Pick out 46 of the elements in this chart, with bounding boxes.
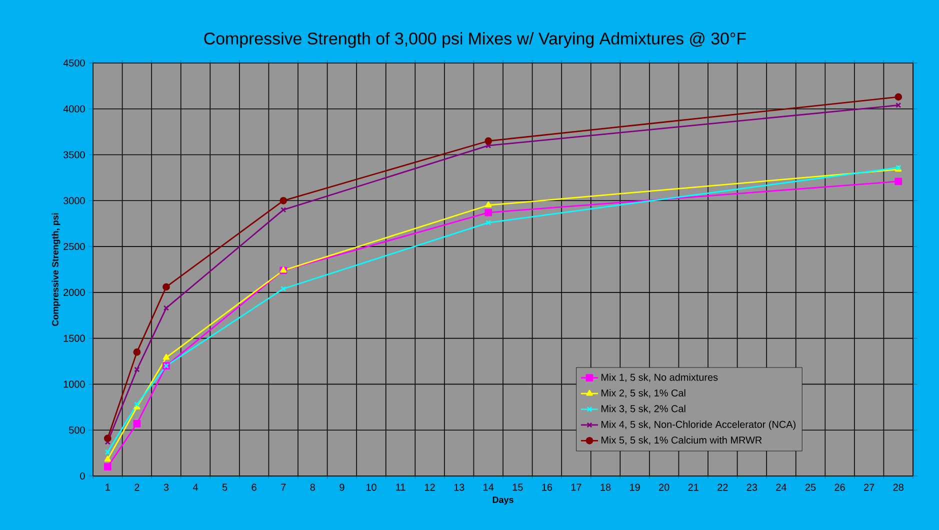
x-tick-label: 19 [630,484,640,491]
x-tick-label: 8 [310,484,315,491]
x-tick-label: 4 [192,484,198,491]
x-tick-label: 27 [864,484,874,491]
y-tick-label: 3000 [63,197,85,204]
x-tick-label: 14 [484,484,494,491]
x-tick-label: 26 [834,484,845,491]
x-tick-label: 20 [659,484,670,491]
x-tick-label: 18 [600,484,611,491]
x-tick-label: 15 [512,484,523,491]
x-tick-label: 23 [746,484,758,491]
x-tick-label: 25 [805,484,816,491]
x-tick-label: 5 [222,484,228,491]
y-tick-label: 2500 [64,243,85,250]
x-tick-label: 11 [396,484,406,491]
chart-title: Compressive Strength of 3,000 psi Mixes w/ Varying Admixtures @ 30°F [204,32,746,48]
y-tick-label: 0 [80,472,85,480]
x-tick-label: 2 [134,484,140,491]
x-tick-label: 22 [718,484,728,491]
y-tick-label: 4500 [63,59,85,67]
legend-label: Mix 1, 5 sk, No admixtures [602,374,718,382]
x-tick-label: 21 [688,484,698,491]
y-tick-label: 500 [69,426,85,434]
x-axis-title: Days [492,496,514,505]
x-tick-label: 24 [776,484,786,491]
x-tick-label: 6 [252,484,256,491]
legend-label: Mix 4, 5 sk, Non-Chloride Accelerator (NCA) [602,420,796,430]
x-tick-label: 13 [454,484,464,491]
y-tick-label: 1500 [64,334,85,342]
y-tick-label: 1000 [64,380,85,388]
x-tick-label: 10 [366,484,376,491]
y-tick-label: 4000 [63,105,85,112]
x-tick-label: 9 [340,484,344,491]
x-tick-label: 1 [106,484,110,491]
x-tick-label: 28 [893,484,904,491]
y-tick-label: 2000 [64,288,85,296]
legend-label: Mix 3, 5 sk, 2% Cal [602,404,686,414]
y-tick-label: 3500 [63,151,85,158]
legend-label: Mix 5, 5 sk, 1% Calcium with MRWR [602,436,762,445]
x-tick-label: 12 [425,484,435,491]
y-axis-title: Compressive Strength, psi [52,213,60,326]
x-tick-label: 3 [164,484,169,491]
x-tick-label: 7 [281,484,286,491]
legend-label: Mix 2, 5 sk, 1% Cal [602,389,686,398]
x-tick-label: 16 [542,484,552,491]
x-tick-label: 17 [571,484,582,491]
